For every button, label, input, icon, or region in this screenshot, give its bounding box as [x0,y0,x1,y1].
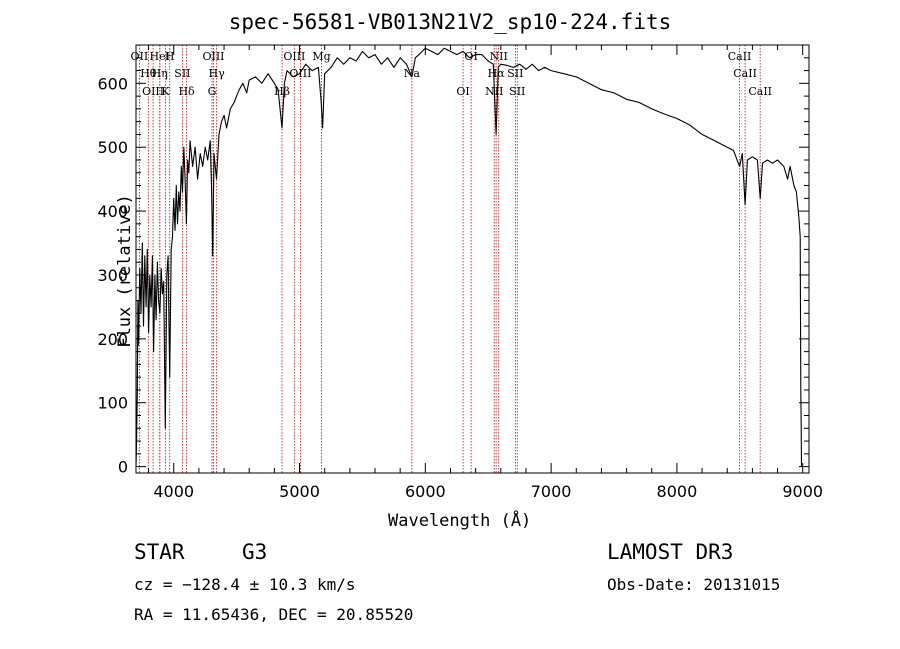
line-marker-label: SII [174,67,190,80]
line-marker-label: OII [131,50,149,63]
y-tick-label: 100 [97,394,128,413]
line-marker-label: OI [456,85,469,98]
object-class: STAR [134,540,185,564]
spectrum-line [136,47,803,467]
y-tick-label: 0 [118,458,128,477]
obs-date-text: Obs-Date: 20131015 [607,575,781,594]
line-marker-label: Hδ [178,85,195,98]
y-tick-label: 400 [97,202,128,221]
line-marker-label: Hθ [140,67,157,80]
redshift-text: cz = −128.4 ± 10.3 km/s [134,575,356,594]
line-marker-label: CaII [733,67,757,80]
x-tick-label: 8000 [657,482,698,501]
line-marker-label: G [208,85,217,98]
line-marker-label: Mg [312,50,330,63]
x-axis-label: Wavelength (Å) [388,511,532,531]
x-tick-label: 5000 [279,482,320,501]
object-subclass: G3 [242,540,268,564]
plot-frame [135,44,810,474]
line-marker-label: CaII [748,85,772,98]
line-marker-label: Hβ [274,85,290,98]
survey-name: LAMOST DR3 [607,540,734,564]
line-marker-label: NII [490,50,508,63]
line-marker-label: OIII [142,85,164,98]
line-marker-label: H [165,50,175,63]
line-marker-label: Hα [488,67,506,80]
line-marker-label: SII [507,67,523,80]
line-marker-label: SII [509,85,525,98]
line-marker-label: HeI [150,50,170,63]
x-tick-label: 6000 [405,482,446,501]
chart-title: spec-56581-VB013N21V2_sp10-224.fits [228,10,672,34]
x-tick-label: 7000 [531,482,572,501]
line-marker-label: OIII [289,67,311,80]
line-marker-label: K [161,85,170,98]
line-marker-label: Hγ [209,67,226,80]
x-tick-label: 9000 [782,482,823,501]
line-marker-label: OIII [202,50,224,63]
y-tick-label: 300 [97,266,128,285]
y-tick-label: 200 [97,330,128,349]
y-axis-label: Flux (relative) [114,194,135,348]
coordinates-text: RA = 11.65436, DEC = 20.85520 [134,605,414,624]
line-marker-label: Hη [152,67,168,80]
line-marker-label: CaII [728,50,752,63]
x-tick-label: 4000 [153,482,194,501]
y-tick-label: 500 [97,138,128,157]
y-tick-label: 600 [97,74,128,93]
line-marker-label: OIII [283,50,305,63]
